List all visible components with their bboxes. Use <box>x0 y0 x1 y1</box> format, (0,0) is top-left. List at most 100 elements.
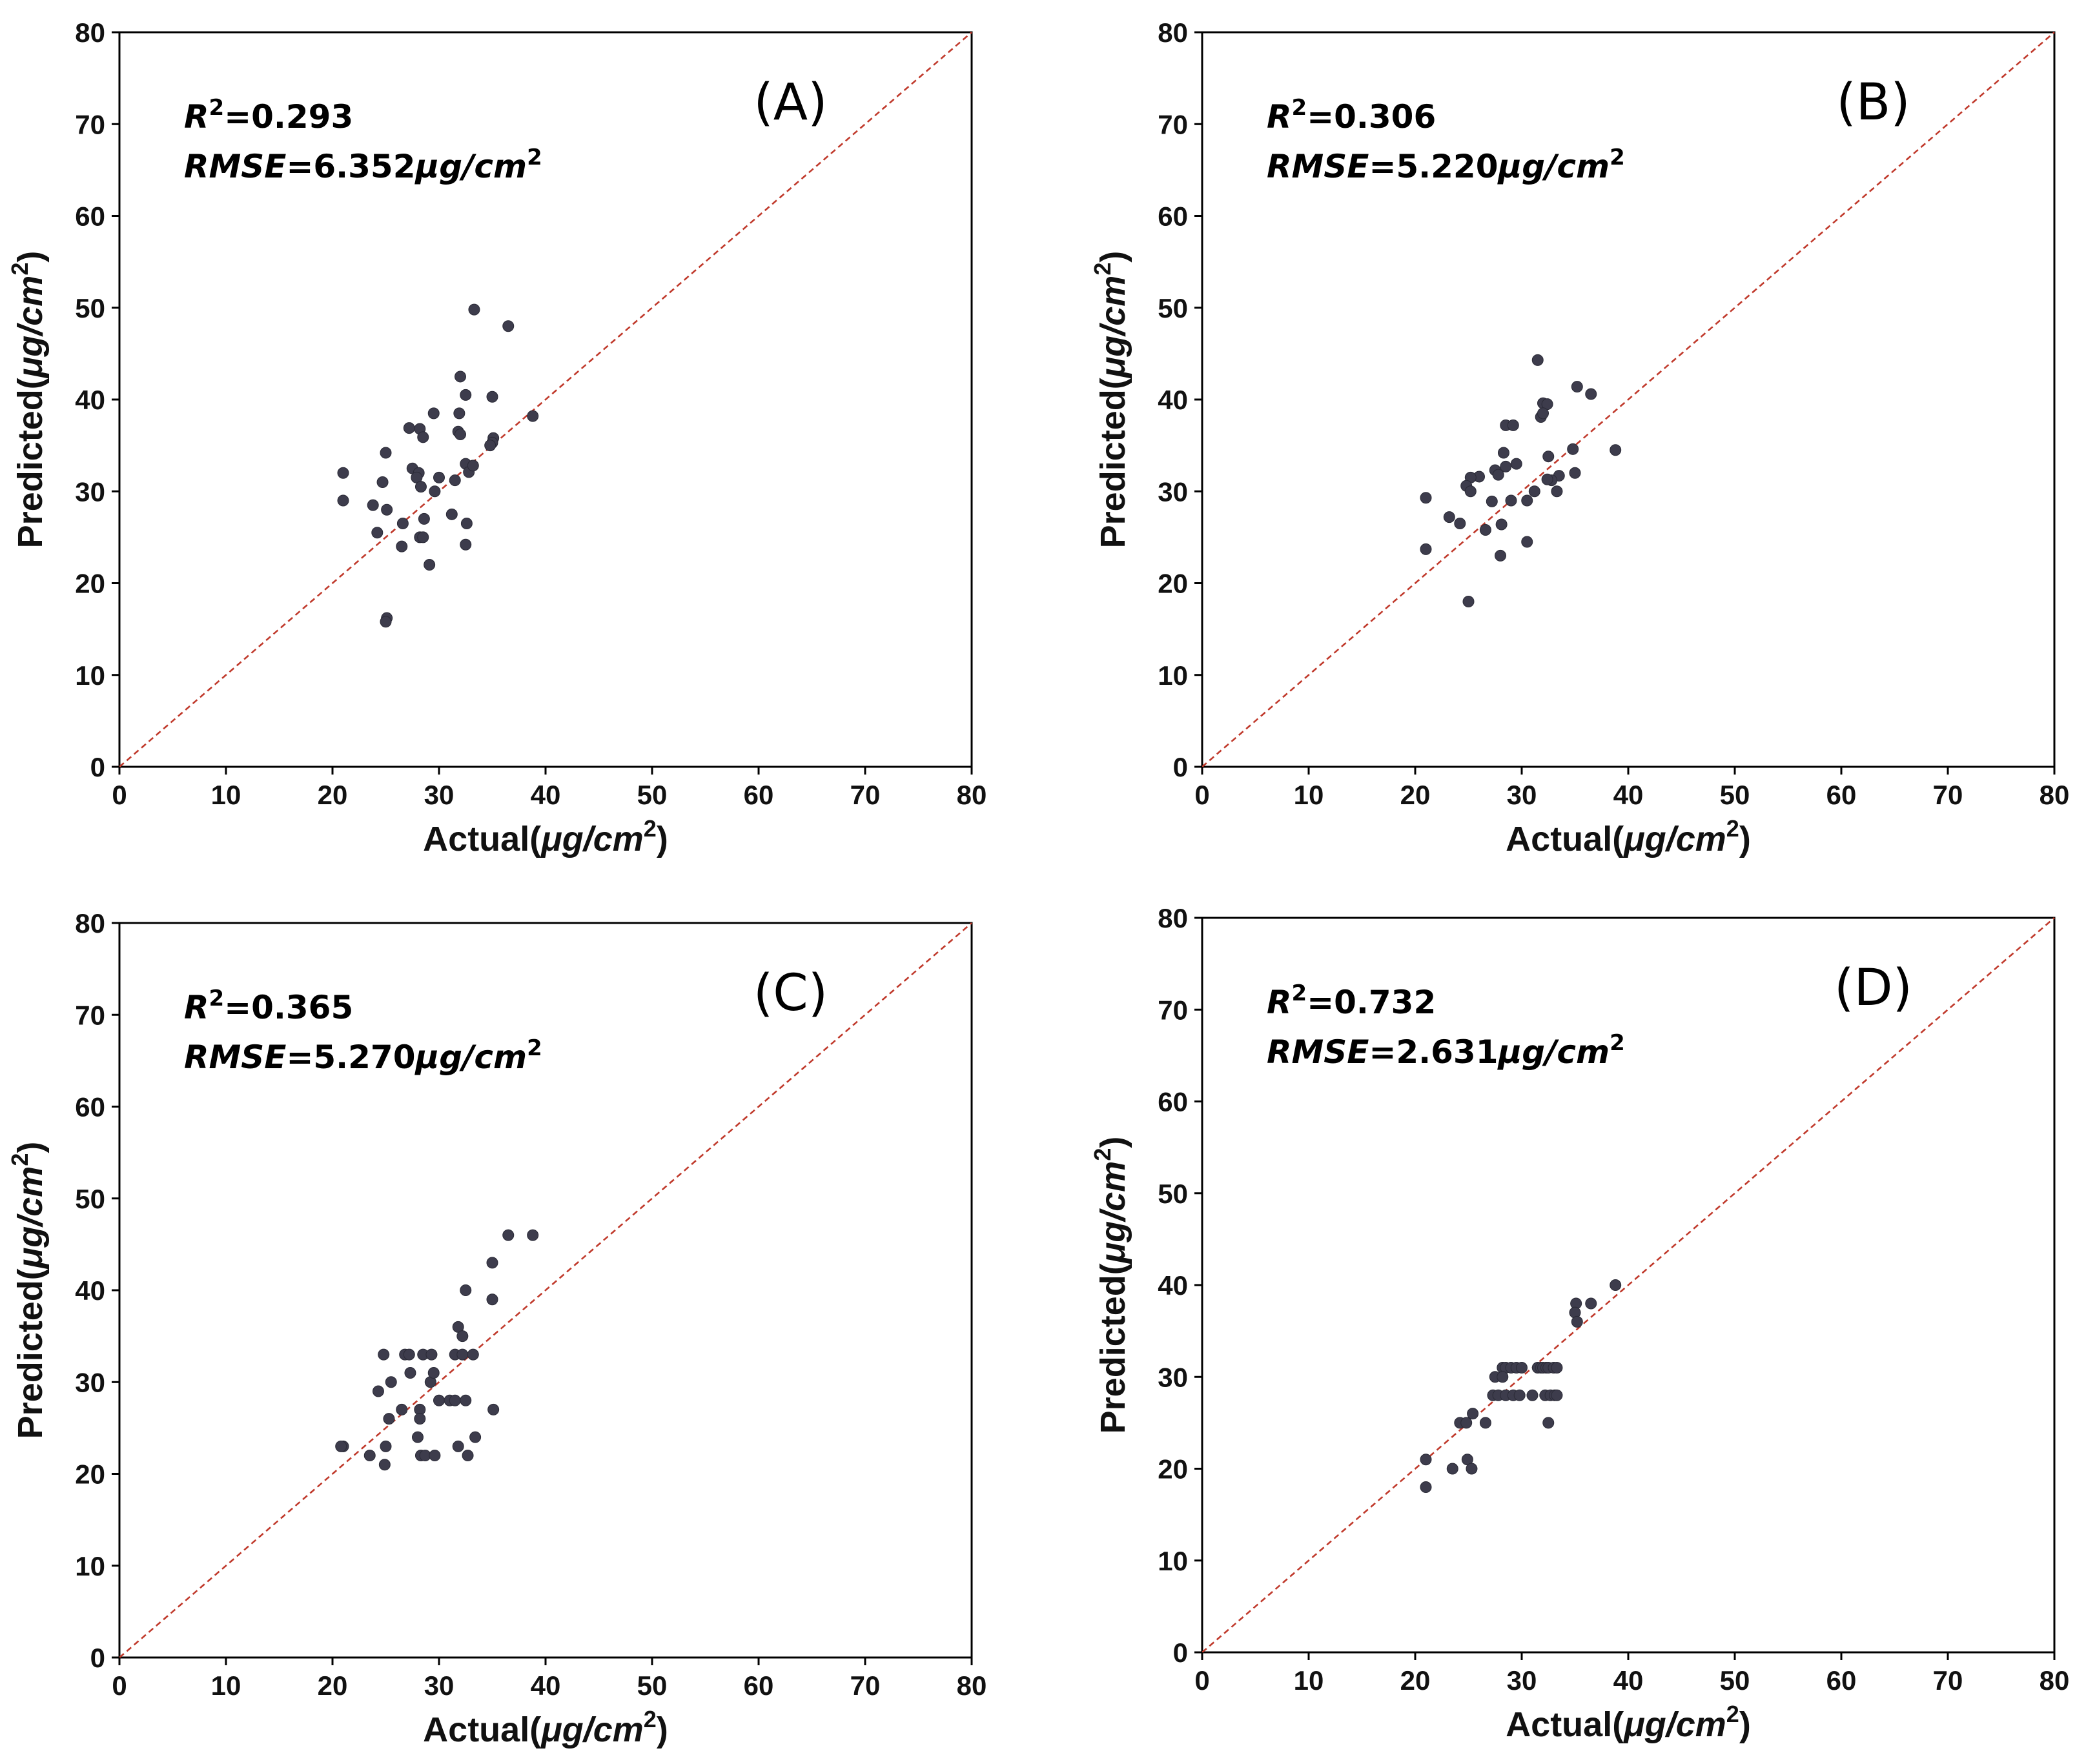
y-tick-label: 50 <box>1158 1179 1188 1209</box>
panel-c: 0 10 20 30 40 50 60 70 80 0 10 20 30 40 50 60 70 80 Actual… <box>6 908 987 1749</box>
data-point <box>412 1431 424 1443</box>
y-tick-label: 30 <box>75 476 105 507</box>
y-tick-label: 30 <box>75 1367 105 1397</box>
data-point <box>363 1450 376 1462</box>
data-point <box>433 1394 445 1406</box>
data-point <box>469 1431 482 1443</box>
data-point <box>429 485 441 498</box>
data-point <box>1531 354 1544 366</box>
y-tick-label: 60 <box>1158 1087 1188 1117</box>
identity-line <box>1201 917 2055 1653</box>
data-point <box>378 1459 391 1471</box>
data-point <box>433 471 445 483</box>
data-point <box>455 370 466 383</box>
data-point <box>380 447 392 459</box>
data-point <box>460 518 473 530</box>
data-point <box>1521 494 1533 507</box>
data-point <box>456 1330 469 1343</box>
data-point <box>427 407 440 420</box>
data-point <box>427 1367 440 1379</box>
data-point <box>1446 1463 1458 1475</box>
panel-d: 0 10 20 30 40 50 60 70 80 0 10 20 30 40 50 60 70 80 Actual… <box>1089 903 2069 1744</box>
data-point <box>1495 549 1506 562</box>
x-tick-label: 70 <box>1933 1665 1963 1696</box>
x-tick-label: 60 <box>744 780 774 810</box>
y-tick-label: 60 <box>75 201 105 232</box>
data-point <box>1528 485 1540 498</box>
data-point <box>337 467 349 479</box>
data-point <box>417 431 429 443</box>
y-tick-label: 60 <box>75 1092 105 1122</box>
y-tick-label: 70 <box>1158 109 1188 139</box>
rmse-annotation: RMSE=5.270μg/cm2 <box>184 1035 542 1076</box>
data-point <box>1454 518 1466 530</box>
data-point <box>380 1440 392 1452</box>
r2-annotation: R2=0.293 <box>184 95 353 136</box>
data-point <box>1542 451 1555 463</box>
x-tick-label: 80 <box>2040 780 2070 810</box>
data-point <box>452 1440 464 1452</box>
y-tick-label: 40 <box>1158 385 1188 415</box>
data-point <box>1420 492 1432 504</box>
x-axis-title: Actual(μg/cm2) <box>423 815 668 858</box>
y-tick-label: 70 <box>75 1000 105 1030</box>
data-point <box>385 1376 397 1388</box>
data-point <box>404 1367 416 1379</box>
data-point <box>1551 485 1563 498</box>
x-tick-label: 20 <box>318 1670 348 1701</box>
data-point <box>403 422 415 434</box>
data-point <box>1541 473 1553 485</box>
x-axis-title: Actual(μg/cm2) <box>1506 1701 1751 1744</box>
x-tick-label: 80 <box>957 1670 987 1701</box>
data-point <box>1551 1389 1563 1401</box>
data-point <box>337 494 349 507</box>
y-tick-label: 60 <box>1158 201 1188 232</box>
x-tick-label: 30 <box>1507 1665 1537 1696</box>
data-point <box>414 481 427 493</box>
data-point <box>417 531 429 543</box>
data-point <box>1420 1481 1432 1493</box>
panel-label: (D) <box>1834 959 1912 1017</box>
data-point <box>487 1403 500 1415</box>
data-point <box>425 1348 438 1361</box>
x-tick-label: 60 <box>1826 780 1857 810</box>
data-point <box>453 407 465 420</box>
data-point <box>1513 1389 1526 1401</box>
data-point <box>335 1440 347 1452</box>
y-tick-label: 80 <box>75 908 105 938</box>
rmse-annotation: RMSE=5.220μg/cm2 <box>1267 145 1625 185</box>
y-tick-label: 10 <box>75 660 105 691</box>
y-tick-label: 0 <box>1173 752 1188 782</box>
y-tick-label: 50 <box>75 293 105 323</box>
data-point <box>1460 1417 1473 1429</box>
data-point <box>1495 518 1508 531</box>
x-tick-label: 0 <box>1194 780 1209 810</box>
data-point <box>381 503 393 516</box>
x-tick-label: 80 <box>2040 1665 2070 1696</box>
data-point <box>1497 447 1509 459</box>
x-tick-label: 30 <box>424 780 455 810</box>
data-point <box>467 1348 479 1361</box>
y-tick-label: 0 <box>90 1643 105 1673</box>
x-tick-label: 80 <box>957 780 987 810</box>
data-point <box>460 1394 472 1406</box>
data-point <box>1542 1417 1555 1429</box>
data-point <box>383 1413 395 1425</box>
y-tick-label: 10 <box>1158 660 1188 691</box>
data-point <box>456 1348 469 1361</box>
identity-line <box>1201 32 2055 767</box>
y-axis-title: Predicted(μg/cm2) <box>1089 251 1132 549</box>
y-tick-label: 50 <box>75 1184 105 1214</box>
rmse-annotation: RMSE=6.352μg/cm2 <box>184 145 542 185</box>
y-tick-label: 20 <box>75 1459 105 1490</box>
data-point <box>502 1229 515 1241</box>
y-axis-title: Predicted(μg/cm2) <box>6 251 50 549</box>
data-point <box>445 508 458 520</box>
identity-line <box>119 922 972 1658</box>
data-point <box>1610 444 1622 456</box>
data-point <box>1443 511 1455 523</box>
panel-label: (B) <box>1836 74 1910 132</box>
data-point <box>1479 523 1491 536</box>
data-point <box>396 1403 408 1415</box>
data-point <box>1486 495 1498 507</box>
